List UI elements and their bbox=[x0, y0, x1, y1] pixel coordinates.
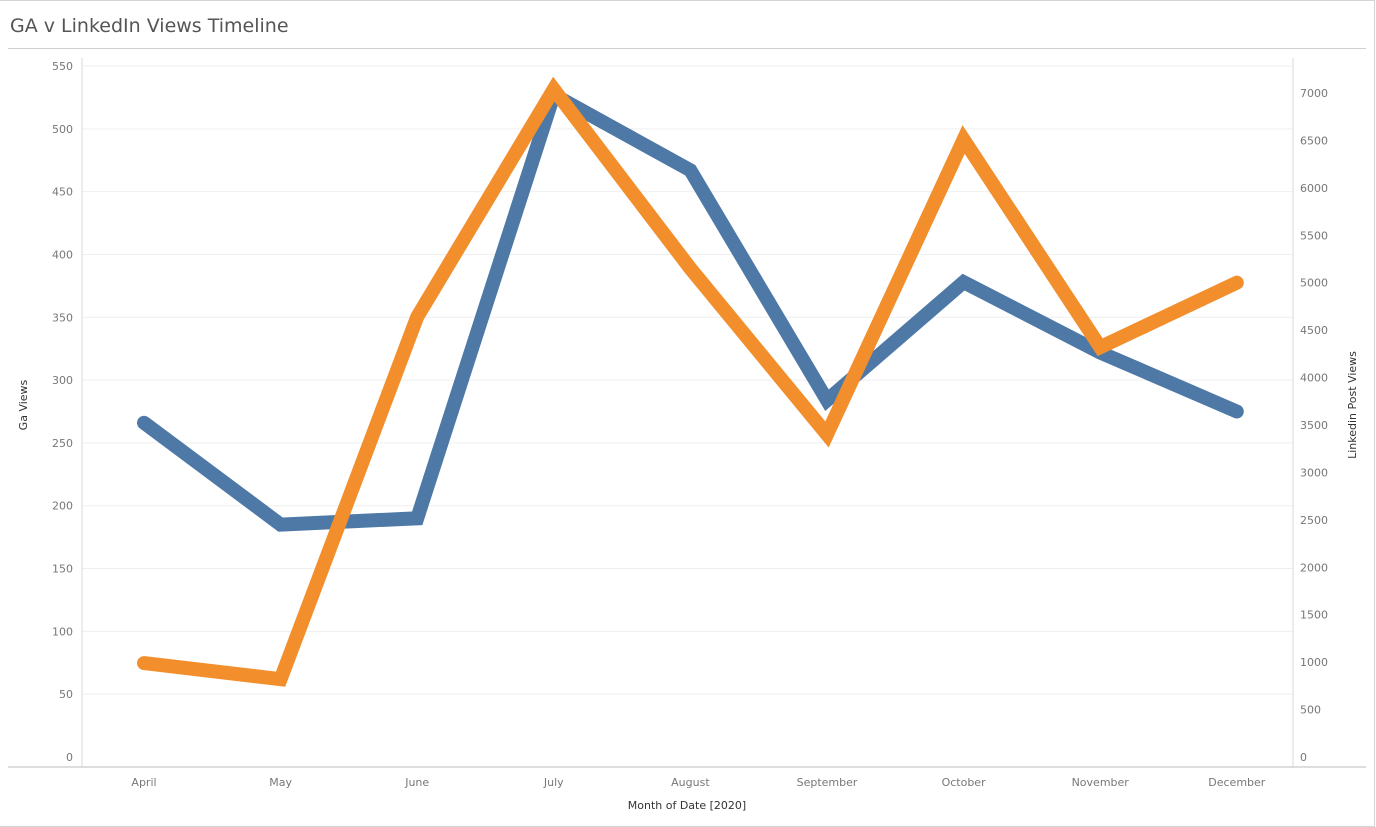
y-tick-label-right: 4000 bbox=[1300, 372, 1328, 385]
y-tick-label-left: 550 bbox=[52, 60, 73, 73]
x-tick-label: April bbox=[131, 776, 156, 789]
x-tick-label: December bbox=[1208, 776, 1266, 789]
x-tick-label: October bbox=[942, 776, 986, 789]
x-tick-label: July bbox=[543, 776, 564, 789]
series-line-ga-views bbox=[137, 84, 1244, 532]
y-tick-label-left: 500 bbox=[52, 123, 73, 136]
y-tick-label-right: 7000 bbox=[1300, 87, 1328, 100]
y-tick-label-right: 3500 bbox=[1300, 419, 1328, 432]
y-tick-label-right: 5000 bbox=[1300, 277, 1328, 290]
y-tick-label-left: 100 bbox=[52, 625, 73, 638]
y-tick-label-right: 6500 bbox=[1300, 134, 1328, 147]
series-line-linkedin-views bbox=[137, 76, 1244, 687]
y-tick-label-left: 200 bbox=[52, 500, 73, 513]
y-tick-label-left: 350 bbox=[52, 311, 73, 324]
y-axis-title-left: Ga Views bbox=[17, 379, 30, 430]
series-lines bbox=[137, 76, 1244, 687]
y-tick-label-left: 400 bbox=[52, 248, 73, 261]
title-divider bbox=[8, 48, 1366, 49]
y-tick-label-right: 500 bbox=[1300, 704, 1321, 717]
y-tick-label-right: 2500 bbox=[1300, 514, 1328, 527]
y-tick-label-right: 6000 bbox=[1300, 182, 1328, 195]
y-tick-label-right: 1000 bbox=[1300, 656, 1328, 669]
y-tick-label-left: 300 bbox=[52, 374, 73, 387]
x-axis-title: Month of Date [2020] bbox=[628, 799, 746, 812]
y-tick-label-left: 50 bbox=[59, 688, 73, 701]
y-tick-label-right: 3000 bbox=[1300, 466, 1328, 479]
x-tick-label: November bbox=[1072, 776, 1130, 789]
y-tick-label-right: 2000 bbox=[1300, 561, 1328, 574]
y-tick-label-right: 1500 bbox=[1300, 609, 1328, 622]
chart-title: GA v LinkedIn Views Timeline bbox=[10, 15, 289, 37]
y-tick-label-right: 4500 bbox=[1300, 324, 1328, 337]
y-tick-label-left: 250 bbox=[52, 437, 73, 450]
x-tick-label: August bbox=[671, 776, 710, 789]
y-axis-title-right: Linkedin Post Views bbox=[1346, 351, 1359, 459]
tick-labels: 0501001502002503003504004505005500500100… bbox=[52, 60, 1328, 789]
y-tick-label-left: 150 bbox=[52, 563, 73, 576]
axes bbox=[8, 58, 1366, 768]
x-tick-label: June bbox=[404, 776, 429, 789]
y-tick-label-left: 0 bbox=[66, 751, 73, 764]
x-tick-label: May bbox=[269, 776, 292, 789]
y-tick-label-right: 5500 bbox=[1300, 229, 1328, 242]
x-tick-label: September bbox=[797, 776, 858, 789]
gridlines bbox=[82, 65, 1293, 695]
y-tick-label-left: 450 bbox=[52, 186, 73, 199]
y-tick-label-right: 0 bbox=[1300, 751, 1307, 764]
